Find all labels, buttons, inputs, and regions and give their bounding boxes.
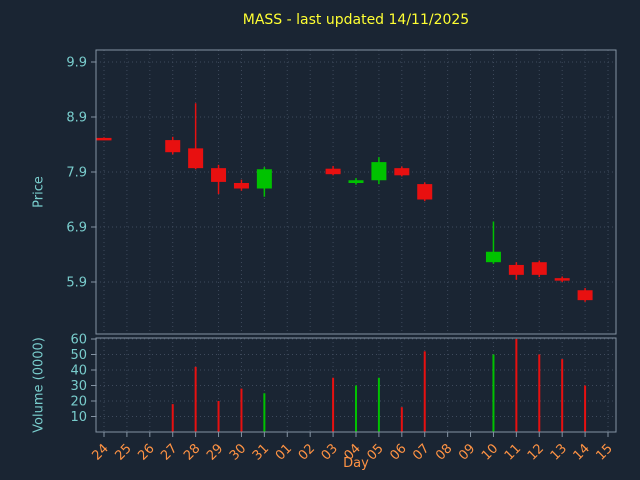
candle-body [96, 137, 112, 141]
day-tick-label: 27 [158, 441, 180, 463]
price-tick-label: 8.9 [66, 111, 87, 126]
volume-tick-label: 50 [70, 348, 87, 363]
day-tick-label: 09 [456, 441, 478, 463]
candle-body [417, 184, 433, 200]
chart-title: MASS - last updated 14/11/2025 [242, 12, 470, 28]
candle-body [531, 262, 547, 275]
candle-body [325, 168, 341, 175]
candle-body [554, 278, 570, 281]
volume-tick-label: 10 [70, 410, 87, 425]
day-tick-label: 13 [548, 441, 570, 463]
volume-tick-label: 20 [70, 395, 87, 410]
day-axis-label: Day [343, 456, 369, 471]
candle-body [394, 168, 410, 176]
day-tick-label: 05 [364, 441, 386, 463]
candle-body [508, 264, 524, 275]
candle-body [256, 169, 272, 189]
day-tick-label: 02 [296, 441, 318, 463]
candle-body [233, 183, 249, 189]
candle-body [188, 148, 204, 169]
day-tick-label: 11 [502, 441, 524, 463]
candle-body [211, 168, 227, 182]
day-tick-label: 01 [273, 441, 295, 463]
day-tick-label: 06 [387, 441, 409, 463]
day-tick-label: 26 [135, 441, 157, 463]
day-tick-label: 25 [112, 441, 134, 463]
day-tick-label: 12 [525, 441, 547, 463]
day-tick-label: 30 [227, 441, 249, 463]
day-tick-label: 29 [204, 441, 226, 463]
day-tick-label: 28 [181, 441, 203, 463]
day-tick-label: 14 [571, 441, 593, 463]
volume-tick-label: 40 [70, 364, 87, 379]
day-tick-label: 24 [90, 441, 112, 463]
candle-body [348, 180, 364, 183]
price-tick-label: 7.9 [66, 166, 87, 181]
day-tick-label: 07 [410, 441, 432, 463]
candle-body [485, 251, 501, 263]
price-tick-label: 9.9 [66, 56, 87, 71]
day-tick-label: 31 [250, 441, 272, 463]
candle-body [371, 162, 387, 181]
day-tick-label: 08 [433, 441, 455, 463]
volume-tick-label: 60 [70, 333, 87, 348]
price-tick-label: 5.9 [66, 276, 87, 291]
day-tick-label: 15 [594, 441, 616, 463]
candle-body [577, 290, 593, 301]
day-tick-label: 04 [342, 441, 364, 463]
price-tick-label: 6.9 [66, 221, 87, 236]
day-tick-label: 10 [479, 441, 501, 463]
candle-body [165, 140, 181, 153]
price-panel-border [95, 49, 617, 335]
volume-tick-label: 30 [70, 379, 87, 394]
day-tick-label: 03 [319, 441, 341, 463]
